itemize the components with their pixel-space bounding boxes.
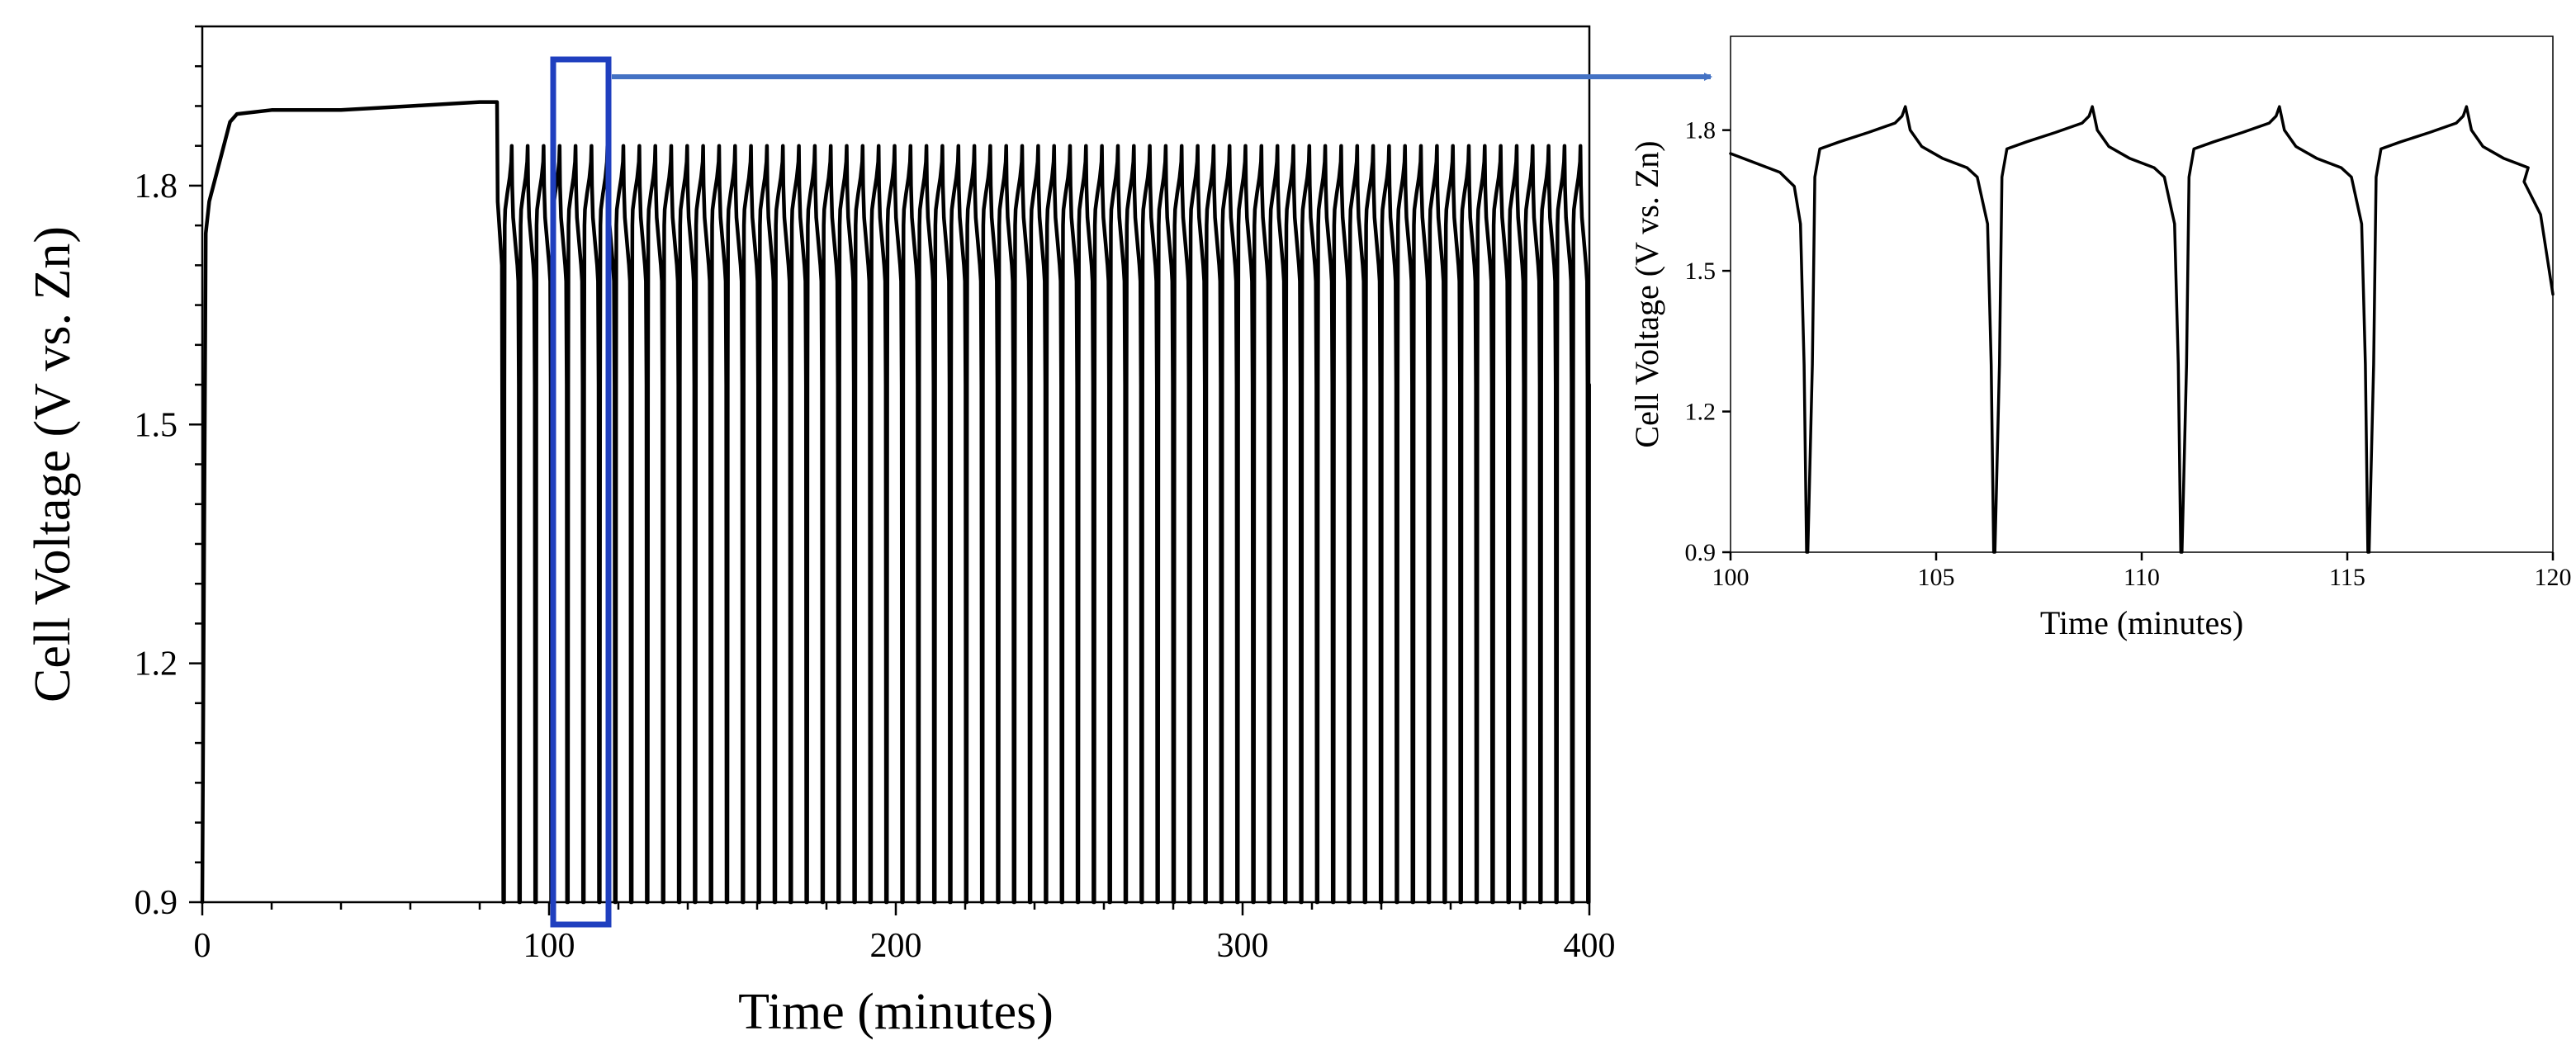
inset-x-tick-label: 115	[2329, 564, 2365, 591]
inset-x-tick-label: 120	[2535, 564, 2572, 591]
inset-y-tick-label: 1.2	[1685, 399, 1717, 426]
inset-plot-frame	[1730, 35, 2554, 553]
main-x-tick-label: 0	[194, 927, 211, 965]
inset-chart: 100 105 110 115 120 0.9 1.2 1.5 1.8 Time (minut…	[1628, 35, 2572, 641]
main-y-tick-label: 1.8	[135, 168, 178, 206]
main-x-axis-label: Time (minutes)	[738, 984, 1054, 1040]
inset-x-tick-labels: 100 105 110 115 120	[1712, 564, 2572, 591]
inset-x-tick-label: 105	[1918, 564, 1955, 591]
main-y-axis-label: Cell Voltage (V vs. Zn)	[25, 226, 81, 702]
inset-x-axis-label: Time (minutes)	[2040, 604, 2243, 641]
inset-x-tick-label: 110	[2124, 564, 2160, 591]
main-x-tick-label: 100	[523, 927, 575, 965]
main-chart: 0 100 200 300 400 0.9 1.2 1.5 1.8 Time (minutes…	[25, 25, 1712, 1040]
inset-x-tick-label: 100	[1712, 564, 1750, 591]
inset-axis-ticks	[1722, 129, 2555, 560]
main-x-tick-label: 200	[870, 927, 922, 965]
main-axis-ticks	[189, 25, 1591, 915]
inset-y-tick-label: 1.8	[1685, 117, 1717, 144]
inset-y-tick-labels: 0.9 1.2 1.5 1.8	[1685, 117, 1717, 566]
inset-y-tick-label: 1.5	[1685, 258, 1717, 285]
main-y-tick-labels: 0.9 1.2 1.5 1.8	[135, 168, 178, 922]
main-y-tick-label: 1.2	[135, 645, 178, 683]
main-x-tick-label: 400	[1564, 927, 1616, 965]
main-y-tick-label: 1.5	[135, 406, 178, 444]
main-voltage-line	[200, 100, 1591, 905]
main-plot-frame	[201, 25, 1591, 904]
main-x-tick-labels: 0 100 200 300 400	[194, 927, 1616, 965]
main-x-tick-label: 300	[1217, 927, 1269, 965]
zoom-highlight-box	[550, 56, 612, 928]
inset-y-tick-label: 0.9	[1685, 539, 1717, 566]
main-y-tick-label: 0.9	[135, 884, 178, 922]
inset-voltage-line	[1729, 105, 2555, 554]
inset-y-axis-label: Cell Voltage (V vs. Zn)	[1628, 140, 1665, 447]
